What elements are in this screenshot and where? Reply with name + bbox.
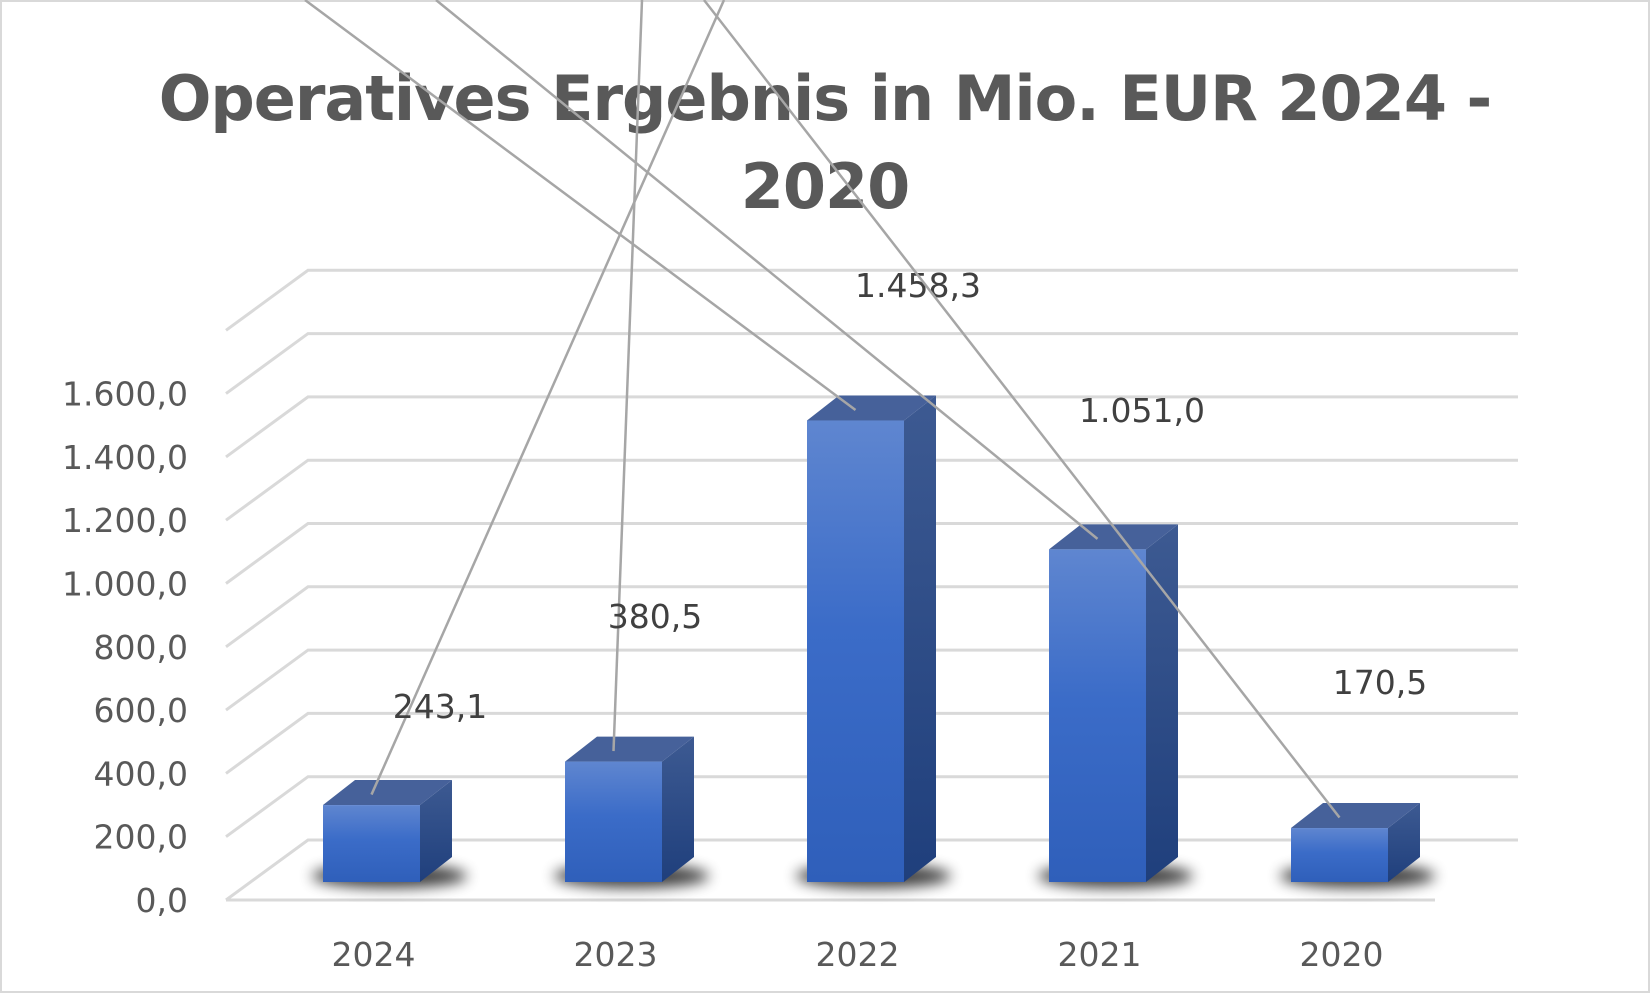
leader-line	[435, 0, 1099, 540]
y-tick-label: 1.200,0	[62, 501, 188, 540]
leader-line	[304, 0, 857, 411]
x-tick-label: 2023	[574, 935, 658, 974]
data-label: 1.051,0	[1079, 391, 1205, 430]
gridline	[225, 522, 1518, 585]
leader-line	[703, 0, 1341, 819]
y-tick-label: 800,0	[94, 628, 188, 667]
gridline	[225, 332, 1518, 395]
x-axis: 2024 2023 2022 2021 2020	[332, 935, 1384, 974]
bar-top-face	[807, 395, 936, 421]
bar-front-face	[1049, 549, 1146, 882]
y-tick-label: 0,0	[136, 881, 188, 920]
bar-side-face	[1146, 524, 1178, 882]
bar-top-face	[323, 780, 452, 806]
y-tick-label: 400,0	[94, 754, 188, 793]
leader-line	[370, 0, 726, 796]
bar-top-face	[565, 736, 694, 762]
data-label: 170,5	[1333, 663, 1427, 702]
data-label: 380,5	[608, 597, 702, 636]
chart-title-line-2: 2020	[740, 150, 911, 223]
y-tick-label: 1.600,0	[62, 375, 188, 414]
gridline	[225, 458, 1518, 522]
bar-front-face	[565, 761, 662, 882]
gridline	[225, 268, 1518, 332]
bar-2023: 380,5	[553, 0, 710, 888]
data-label: 1.458,3	[855, 266, 981, 305]
y-tick-label: 1.000,0	[62, 565, 188, 604]
chart-title: Operatives Ergebnis in Mio. EUR 2024 - 2…	[0, 55, 1650, 231]
x-tick-label: 2020	[1300, 935, 1384, 974]
x-tick-label: 2021	[1058, 935, 1142, 974]
data-label: 243,1	[393, 687, 487, 726]
bar-front-face	[807, 420, 904, 882]
chart-title-line-1: Operatives Ergebnis in Mio. EUR 2024 -	[158, 62, 1493, 135]
bar-top-face	[1049, 524, 1178, 550]
leader-line	[612, 0, 644, 752]
gridline	[225, 395, 1518, 459]
bar-side-face	[904, 395, 936, 882]
bar-2024: 243,1	[311, 0, 726, 888]
bar-front-face	[323, 805, 420, 882]
y-tick-label: 1.400,0	[62, 438, 188, 477]
y-tick-label: 200,0	[94, 818, 188, 857]
x-tick-label: 2024	[332, 935, 416, 974]
bar-front-face	[1291, 828, 1388, 882]
bar-series: 243,1 380,5 1.458,3 1.051,0 170,5	[304, 0, 1436, 888]
bar-2020: 170,5	[703, 0, 1436, 888]
bar-2021: 1.051,0	[435, 0, 1205, 888]
y-axis: 0,0 200,0 400,0 600,0 800,0 1.000,0 1.200,0 1.4…	[62, 375, 188, 920]
bar-2022: 1.458,3	[304, 0, 981, 888]
bar-top-face	[1291, 803, 1420, 829]
bar-side-face	[662, 736, 694, 882]
x-tick-label: 2022	[816, 935, 900, 974]
bar-side-face	[1388, 803, 1420, 882]
bar-side-face	[420, 780, 452, 882]
y-tick-label: 600,0	[94, 691, 188, 730]
